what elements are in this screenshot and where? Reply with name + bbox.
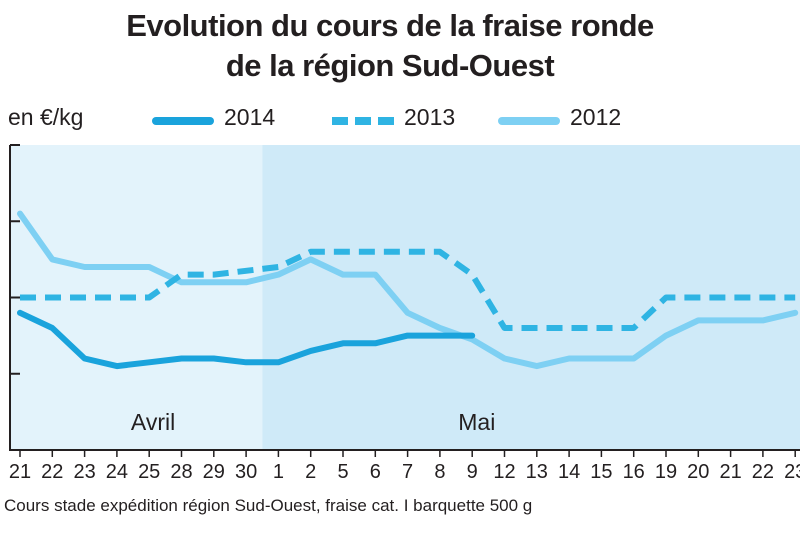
x-tick-label: 9 (467, 461, 478, 483)
legend-2013-label: 2013 (404, 104, 456, 130)
x-tick-label: 24 (106, 461, 128, 483)
x-tick-label: 21 (719, 461, 741, 483)
x-tick-label: 23 (784, 461, 800, 483)
legend-2014-swatch (152, 117, 214, 125)
legend-2014-label: 2014 (224, 104, 276, 130)
chart-title-line-2: de la région Sud-Ouest (225, 48, 555, 83)
x-tick-label: 1 (273, 461, 284, 483)
x-tick-label: 8 (434, 461, 445, 483)
x-tick-label: 19 (655, 461, 677, 483)
x-tick-label: 14 (558, 461, 580, 483)
x-tick-label: 25 (138, 461, 160, 483)
chart-title: Evolution du cours de la fraise ronde de… (0, 6, 780, 86)
legend-2013-swatch (332, 117, 394, 125)
y-axis-label: en €/kg (8, 104, 84, 130)
x-tick-label: 30 (235, 461, 257, 483)
x-tick-label: 23 (73, 461, 95, 483)
x-tick-label: 22 (752, 461, 774, 483)
x-tick-label: 13 (526, 461, 548, 483)
x-tick-label: 7 (402, 461, 413, 483)
month-label-mai: Mai (458, 409, 495, 435)
footnote: Cours stade expédition région Sud-Ouest,… (4, 496, 533, 515)
x-tick-label: 12 (493, 461, 515, 483)
x-tick-label: 29 (203, 461, 225, 483)
x-tick-label: 2 (305, 461, 316, 483)
x-tick-label: 5 (337, 461, 348, 483)
x-tick-label: 15 (590, 461, 612, 483)
x-tick-label: 16 (623, 461, 645, 483)
chart-title-line-1: Evolution du cours de la fraise ronde (126, 8, 654, 43)
series-line-2013 (20, 248, 796, 331)
month-label-avril: Avril (131, 409, 175, 435)
x-tick-label: 21 (9, 461, 31, 483)
x-tick-label: 20 (687, 461, 709, 483)
x-tick-label: 22 (41, 461, 63, 483)
series-line-2014 (17, 309, 476, 370)
series-line-2012 (17, 210, 799, 370)
x-tick-label: 6 (370, 461, 381, 483)
x-tick-label: 28 (170, 461, 192, 483)
legend-2012-swatch (498, 117, 560, 125)
legend-2012-label: 2012 (570, 104, 622, 130)
